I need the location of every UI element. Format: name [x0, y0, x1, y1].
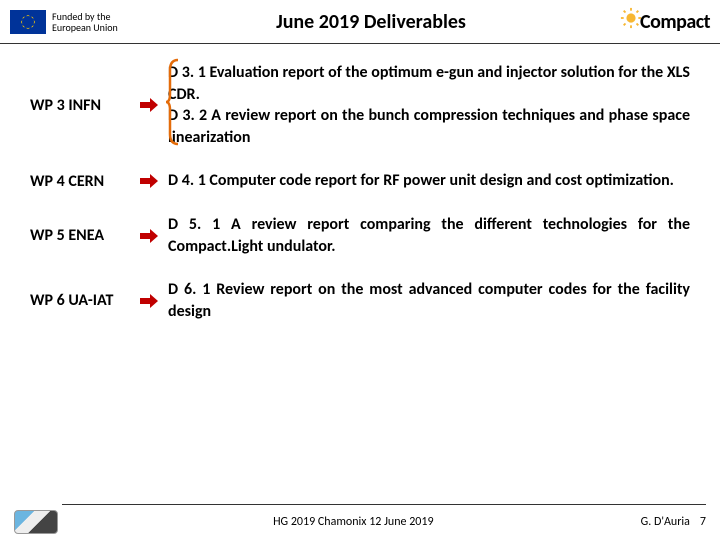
footer: HG 2019 Chamonix 12 June 2019 G. D'Auria… [0, 504, 720, 540]
sun-icon [620, 7, 642, 29]
arrow-icon [140, 229, 162, 243]
list-item: WP 6 UA-IAT D 6. 1 Review report on the … [30, 279, 690, 322]
eu-flag-icon [10, 10, 46, 34]
compact-logo: Compact [620, 10, 710, 34]
deliverable-desc: D 6. 1 Review report on the most advance… [162, 279, 690, 322]
bracket-icon [166, 58, 180, 146]
deliverables-list: WP 3 INFN D 3. 1 Evaluation report of th… [0, 44, 720, 322]
footer-page-number: 7 [700, 515, 706, 529]
funded-by-text: Funded by theEuropean Union [52, 11, 142, 33]
wp-label: WP 6 UA-IAT [30, 291, 140, 310]
footer-author: G. D'Auria [641, 515, 690, 529]
deliverable-desc: D 4. 1 Computer code report for RF power… [162, 170, 690, 192]
arrow-icon [140, 294, 162, 308]
wp-label: WP 3 INFN [30, 96, 140, 115]
deliverable-desc: D 5. 1 A review report comparing the dif… [162, 214, 690, 257]
list-item: WP 5 ENEA D 5. 1 A review report compari… [30, 214, 690, 257]
footer-logo-icon [14, 510, 58, 534]
list-item: WP 4 CERN D 4. 1 Computer code report fo… [30, 170, 690, 192]
wp-label: WP 4 CERN [30, 172, 140, 191]
arrow-icon [140, 174, 162, 188]
list-item: WP 3 INFN D 3. 1 Evaluation report of th… [30, 62, 690, 148]
arrow-icon [140, 98, 162, 112]
wp-label: WP 5 ENEA [30, 226, 140, 245]
footer-conference: HG 2019 Chamonix 12 June 2019 [66, 515, 641, 529]
brand-text: Compact [640, 10, 710, 34]
deliverable-desc: D 3. 1 Evaluation report of the optimum … [162, 62, 690, 148]
page-title: June 2019 Deliverables [142, 10, 620, 34]
